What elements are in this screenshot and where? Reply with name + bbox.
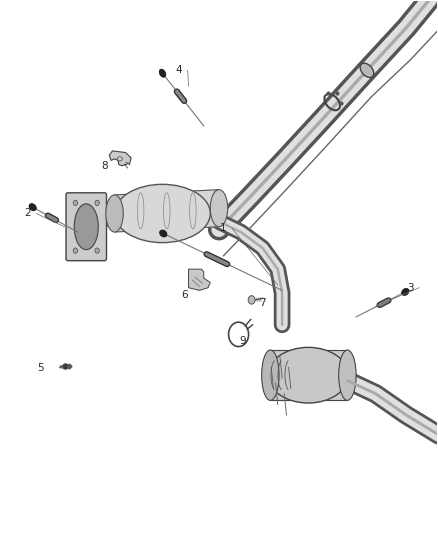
Ellipse shape	[360, 63, 374, 77]
Circle shape	[73, 248, 78, 253]
Text: 6: 6	[181, 289, 187, 300]
Circle shape	[95, 248, 99, 253]
Text: 9: 9	[240, 336, 246, 346]
Polygon shape	[115, 190, 219, 232]
FancyBboxPatch shape	[66, 193, 106, 261]
Text: 8: 8	[102, 161, 108, 171]
Ellipse shape	[29, 204, 36, 211]
Ellipse shape	[74, 204, 98, 249]
Text: 1: 1	[220, 223, 226, 233]
Ellipse shape	[106, 195, 123, 232]
Polygon shape	[188, 269, 210, 290]
Text: 2: 2	[24, 208, 31, 219]
Circle shape	[248, 296, 255, 304]
Text: 5: 5	[37, 364, 44, 373]
Circle shape	[95, 200, 99, 206]
Ellipse shape	[339, 350, 356, 400]
Text: 4: 4	[176, 66, 182, 75]
Ellipse shape	[210, 190, 228, 227]
Ellipse shape	[261, 350, 279, 400]
Ellipse shape	[402, 288, 409, 295]
Text: 3: 3	[407, 282, 414, 293]
Polygon shape	[110, 151, 131, 166]
Ellipse shape	[159, 69, 166, 77]
Ellipse shape	[268, 348, 349, 403]
Ellipse shape	[159, 230, 167, 237]
Polygon shape	[270, 350, 347, 400]
Circle shape	[73, 200, 78, 206]
Text: 7: 7	[259, 297, 266, 308]
Ellipse shape	[115, 184, 210, 243]
